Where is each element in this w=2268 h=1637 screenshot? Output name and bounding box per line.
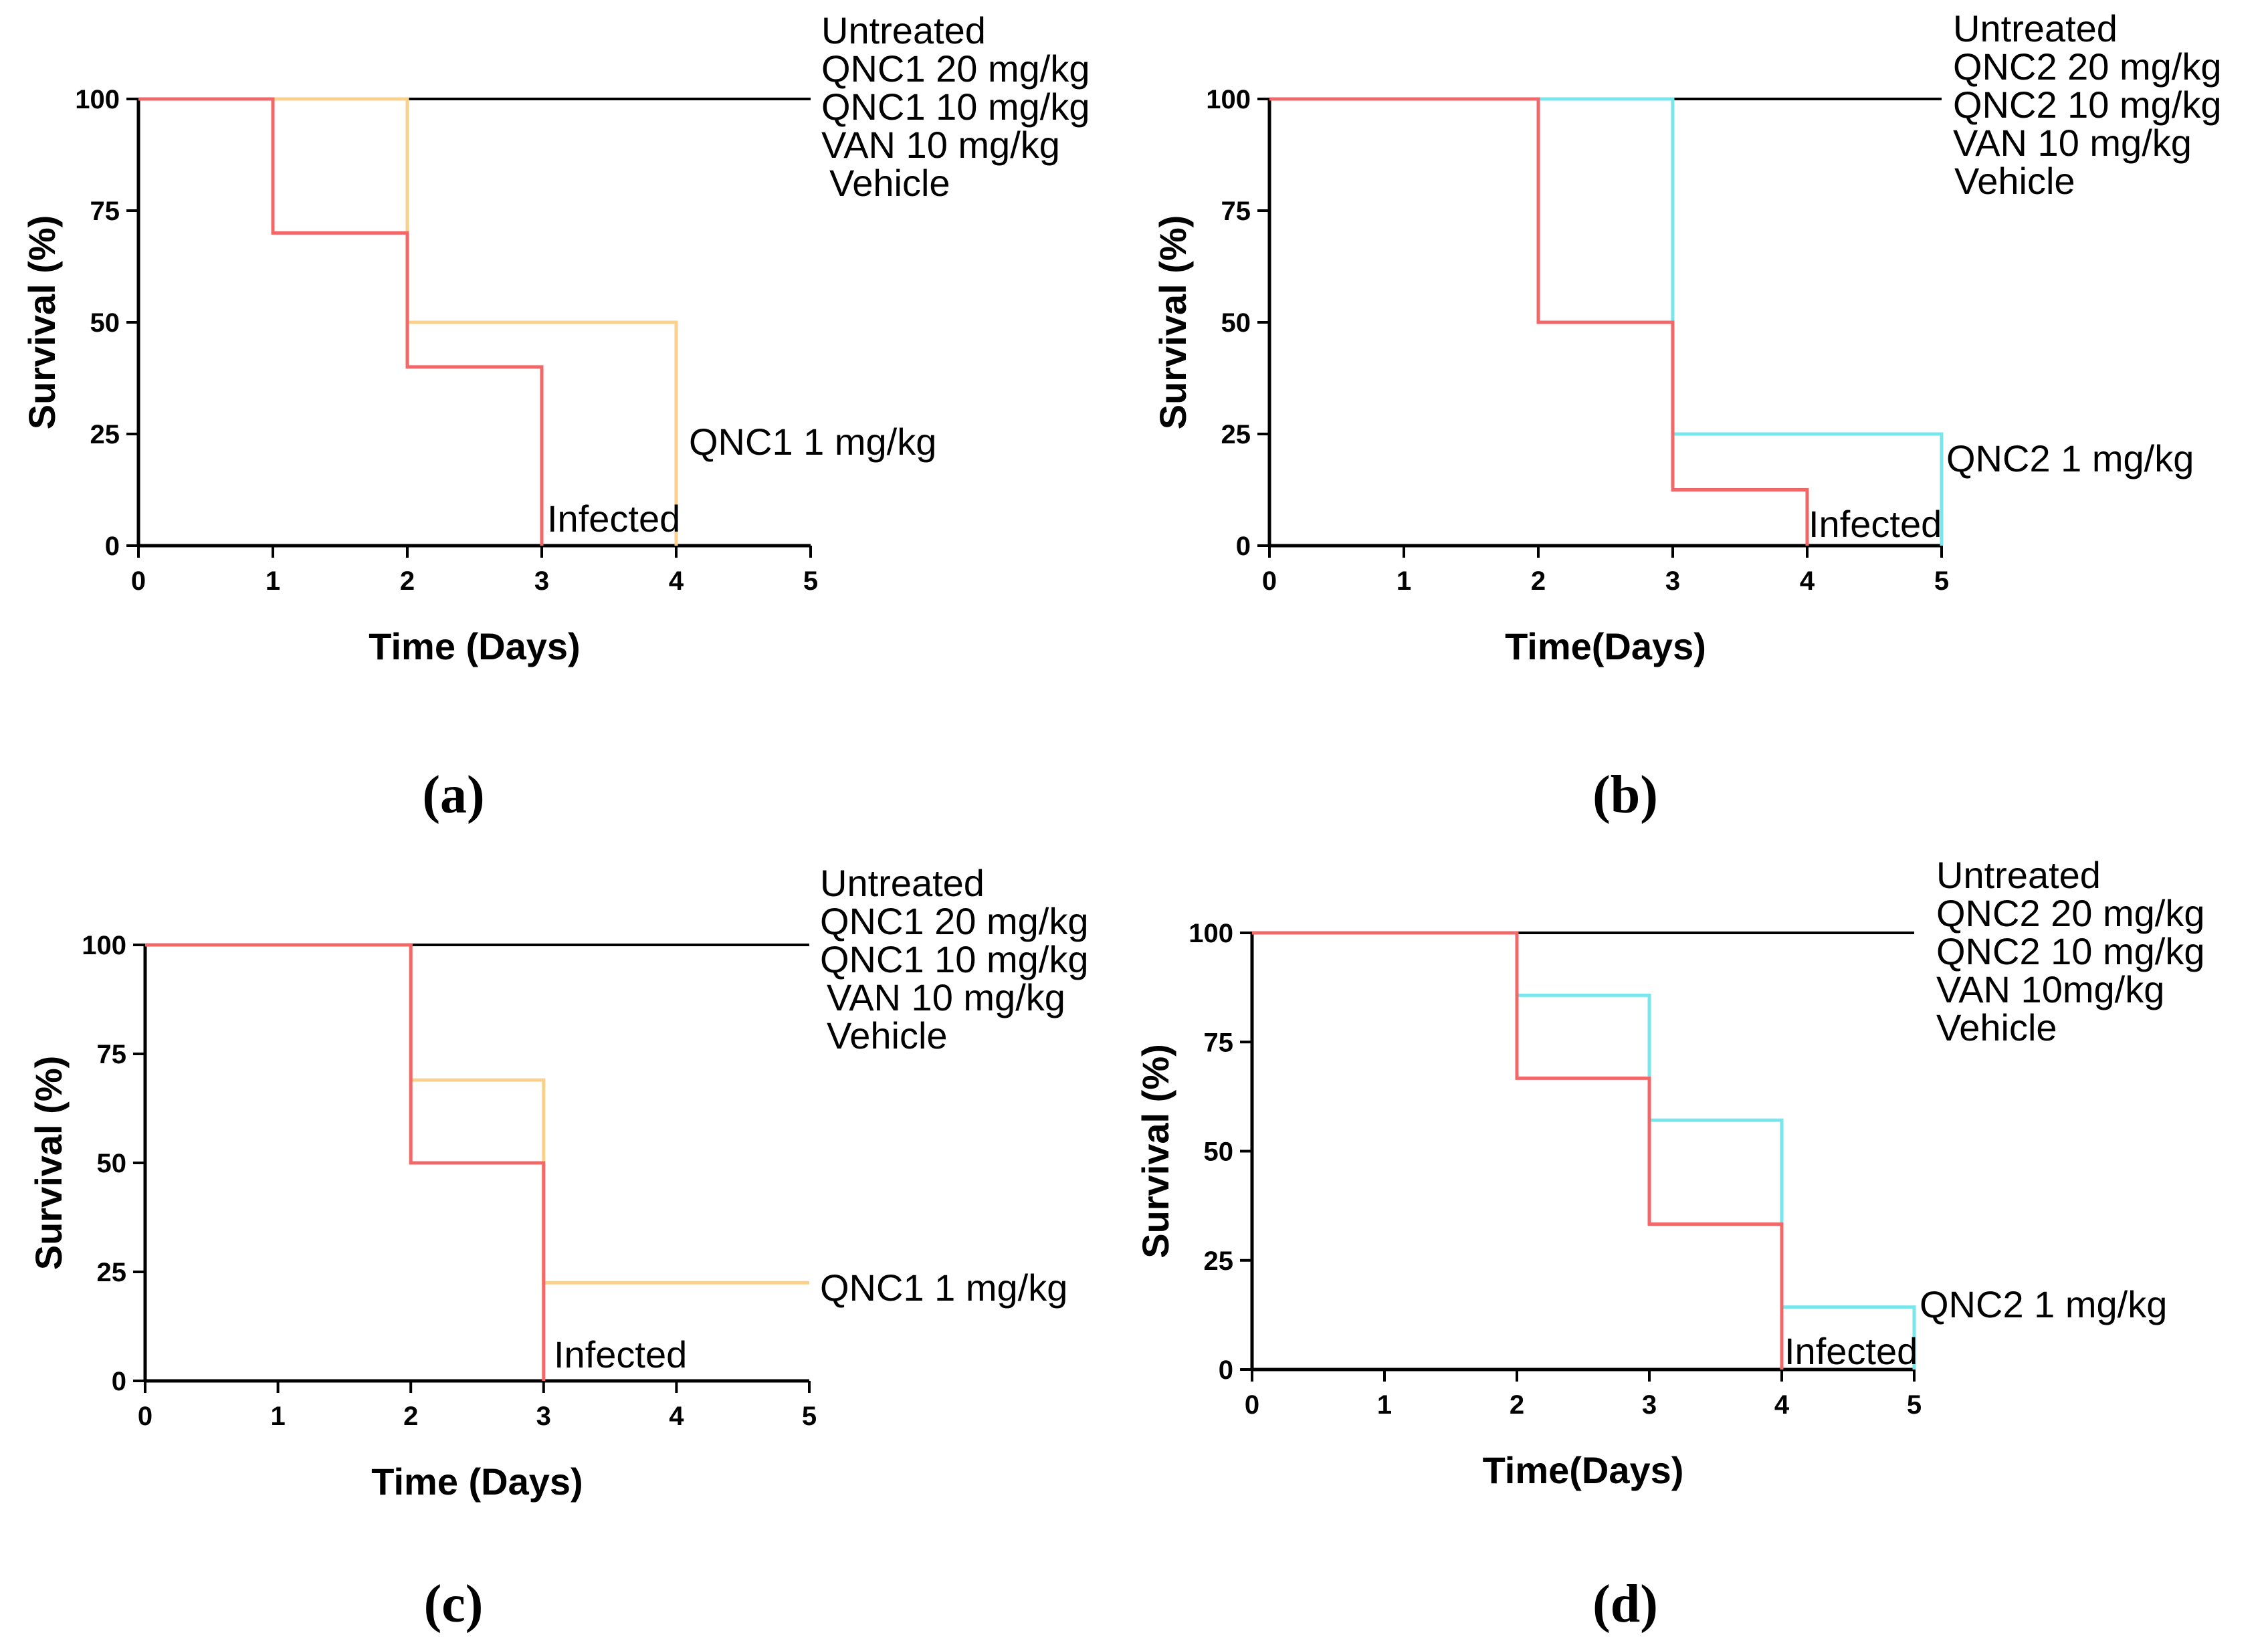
x-tick-label: 0: [1262, 566, 1277, 596]
legend-entry: Untreated: [1953, 7, 2118, 49]
legend-entry: VAN 10 mg/kg: [827, 976, 1065, 1018]
annotation-infected: Infected: [554, 1333, 687, 1376]
annotation-low-dose: QNC2 1 mg/kg: [1946, 437, 2194, 479]
x-tick-label: 0: [138, 1402, 152, 1431]
x-tick-label: 4: [1774, 1390, 1790, 1420]
panel-caption: (b): [1592, 766, 1658, 825]
y-axis-title: Survival (%): [1134, 1044, 1176, 1259]
series-line-qnc1-low: [145, 943, 809, 1285]
x-tick-label: 3: [1642, 1390, 1657, 1420]
y-tick-label: 50: [90, 308, 120, 338]
y-tick-label: 0: [112, 1367, 126, 1396]
legend-entry: QNC1 10 mg/kg: [820, 938, 1089, 980]
x-tick-label: 2: [1510, 1390, 1524, 1420]
annotation-low-dose: QNC1 1 mg/kg: [689, 421, 936, 463]
y-tick-label: 25: [1204, 1246, 1234, 1276]
legend-entry: QNC2 20 mg/kg: [1953, 45, 2222, 88]
y-axis-title: Survival (%): [27, 1056, 70, 1271]
panel-caption: (d): [1592, 1575, 1658, 1634]
y-tick-label: 75: [97, 1040, 127, 1069]
annotation-low-dose: QNC1 1 mg/kg: [820, 1267, 1067, 1309]
x-axis-title: Time(Days): [1483, 1449, 1684, 1491]
legend-entry: Untreated: [820, 862, 985, 904]
legend-entry: Vehicle: [829, 162, 950, 204]
legend-entry: QNC2 10 mg/kg: [1953, 84, 2222, 126]
x-tick-label: 5: [802, 1402, 817, 1431]
annotation-infected: Infected: [1784, 1330, 1918, 1372]
x-tick-label: 5: [803, 566, 818, 596]
x-tick-label: 1: [270, 1402, 285, 1431]
legend-entry: QNC1 20 mg/kg: [820, 900, 1089, 942]
x-tick-label: 5: [1907, 1390, 1922, 1420]
legend-entry: Vehicle: [827, 1014, 948, 1057]
x-tick-label: 4: [669, 1402, 684, 1431]
y-tick-label: 0: [105, 532, 120, 561]
x-tick-label: 3: [534, 566, 549, 596]
y-tick-label: 0: [1236, 532, 1251, 561]
y-axis-title: Survival (%): [1152, 215, 1194, 430]
x-tick-label: 2: [1531, 566, 1546, 596]
y-tick-label: 100: [1189, 919, 1233, 948]
legend-entry: Vehicle: [1954, 160, 2075, 202]
legend-entry: QNC1 20 mg/kg: [821, 47, 1090, 90]
x-tick-label: 2: [400, 566, 415, 596]
y-tick-label: 25: [1221, 420, 1251, 449]
series-line-infected: [138, 97, 544, 546]
panel-caption: (a): [422, 766, 484, 825]
y-axis-title: Survival (%): [21, 215, 63, 430]
legend-entry: Untreated: [1936, 854, 2101, 896]
x-tick-label: 4: [1800, 566, 1815, 596]
y-tick-label: 75: [1204, 1028, 1234, 1057]
annotation-low-dose: QNC2 1 mg/kg: [1920, 1283, 2167, 1325]
legend-entry: QNC1 10 mg/kg: [821, 86, 1090, 128]
y-tick-label: 50: [1221, 308, 1251, 338]
x-tick-label: 3: [1665, 566, 1680, 596]
legend-entry: QNC2 10 mg/kg: [1936, 930, 2205, 972]
x-tick-label: 5: [1934, 566, 1949, 596]
legend-entry: QNC2 20 mg/kg: [1936, 892, 2205, 934]
x-axis-title: Time (Days): [371, 1460, 583, 1503]
y-tick-label: 50: [97, 1149, 127, 1178]
panel-caption: (c): [424, 1575, 484, 1634]
y-tick-label: 100: [75, 85, 120, 114]
x-axis-title: Time (Days): [369, 625, 580, 667]
annotation-infected: Infected: [547, 498, 680, 540]
x-tick-label: 3: [536, 1402, 551, 1431]
x-tick-label: 4: [669, 566, 684, 596]
series-line-infected: [145, 943, 546, 1381]
x-tick-label: 1: [1377, 1390, 1392, 1420]
legend-entry: VAN 10mg/kg: [1936, 968, 2164, 1010]
y-tick-label: 75: [90, 197, 120, 226]
annotation-infected: Infected: [1809, 503, 1942, 545]
y-tick-label: 25: [97, 1258, 127, 1287]
x-tick-label: 0: [1245, 1390, 1259, 1420]
y-tick-label: 0: [1219, 1355, 1233, 1385]
y-tick-label: 100: [82, 931, 126, 960]
x-tick-label: 0: [131, 566, 146, 596]
y-tick-label: 75: [1221, 197, 1251, 226]
legend-entry: VAN 10 mg/kg: [821, 124, 1060, 166]
series-line-qnc2-low: [1252, 931, 1916, 1370]
legend-entry: Vehicle: [1936, 1006, 2057, 1049]
series-line-infected: [1252, 931, 1784, 1370]
y-tick-label: 50: [1204, 1137, 1234, 1167]
y-tick-label: 100: [1206, 85, 1251, 114]
x-tick-label: 2: [403, 1402, 418, 1431]
series-line-infected: [1269, 97, 1809, 546]
y-tick-label: 25: [90, 420, 120, 449]
legend-entry: VAN 10 mg/kg: [1953, 122, 2192, 164]
legend-entry: Untreated: [821, 9, 986, 51]
x-tick-label: 1: [1397, 566, 1411, 596]
x-axis-title: Time(Days): [1505, 625, 1706, 667]
x-tick-label: 1: [266, 566, 280, 596]
